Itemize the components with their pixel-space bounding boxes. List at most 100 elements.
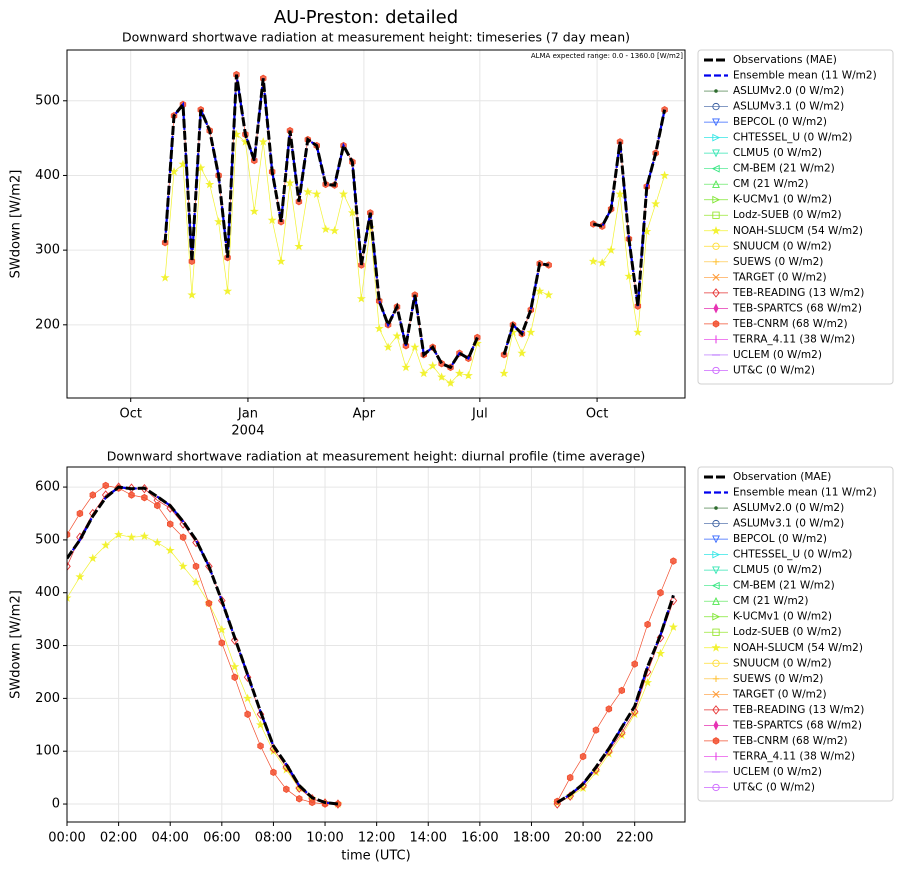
marker	[179, 533, 187, 541]
legend-label: CM (21 W/m2)	[733, 178, 808, 190]
marker	[454, 368, 464, 378]
marker	[660, 170, 670, 180]
series-line	[67, 534, 674, 805]
marker	[712, 288, 720, 298]
marker	[276, 256, 286, 266]
legend-label: ASLUMv2.0 (0 W/m2)	[733, 85, 844, 97]
marker	[712, 242, 720, 250]
marker	[669, 595, 678, 606]
legend-label: NOAH-SLUCM (54 W/m2)	[733, 225, 863, 237]
plot-series	[160, 70, 670, 387]
x-tick-label: Oct	[119, 407, 141, 422]
marker	[205, 599, 213, 608]
marker	[712, 705, 720, 715]
marker	[712, 195, 721, 204]
x-axis-label: time (UTC)	[341, 849, 410, 864]
marker	[392, 331, 402, 340]
x-tick-label: 14:00	[410, 831, 447, 846]
marker	[711, 643, 721, 652]
legend-label: ASLUMv3.1 (0 W/m2)	[733, 101, 844, 113]
marker	[712, 675, 720, 683]
marker	[526, 327, 536, 337]
marker	[256, 720, 266, 729]
marker	[712, 366, 720, 375]
marker	[356, 293, 366, 303]
marker	[296, 795, 303, 803]
marker	[192, 562, 200, 571]
axes-frame	[66, 466, 686, 823]
marker	[670, 557, 677, 565]
legend-label: CLMU5 (0 W/m2)	[733, 564, 822, 576]
marker	[463, 370, 473, 380]
x-tick-label: 08:00	[255, 831, 292, 846]
marker	[712, 566, 720, 575]
x-tick-label: Jan	[237, 407, 258, 422]
marker	[191, 577, 201, 586]
plot-series	[67, 481, 678, 809]
legend-label: SUEWS (0 W/m2)	[733, 673, 823, 685]
series-line	[67, 485, 674, 805]
marker	[712, 737, 720, 745]
marker	[631, 660, 638, 668]
marker	[651, 199, 661, 208]
y-tick-label: 200	[35, 691, 60, 706]
plot-area	[67, 50, 685, 398]
marker	[419, 368, 429, 378]
legend-label: UT&C (0 W/m2)	[733, 781, 815, 793]
marker	[230, 635, 239, 645]
marker	[141, 493, 148, 502]
axes-frame	[66, 49, 686, 399]
marker	[410, 342, 420, 352]
marker	[644, 620, 651, 629]
marker	[711, 226, 721, 235]
legend-label: K-UCMv1 (0 W/m2)	[733, 194, 832, 206]
legend-label: TARGET (0 W/m2)	[732, 688, 827, 700]
marker	[114, 529, 124, 539]
marker	[383, 342, 393, 352]
marker	[624, 271, 634, 281]
legend-label: BEPCOL (0 W/m2)	[733, 533, 827, 545]
marker	[712, 596, 720, 605]
legend-label: TARGET (0 W/m2)	[732, 271, 827, 283]
marker	[712, 659, 720, 667]
marker	[714, 89, 718, 93]
x-tick-label: Apr	[353, 407, 376, 422]
marker	[712, 102, 720, 111]
y-tick-label: 400	[35, 585, 60, 600]
x-tick-label: 18:00	[513, 831, 550, 846]
marker	[214, 217, 224, 226]
marker	[712, 783, 720, 792]
legend-label: CHTESSEL_U (0 W/m2)	[733, 549, 852, 561]
x-tick-label: Jul	[471, 407, 488, 422]
marker	[218, 639, 226, 647]
marker	[618, 686, 626, 695]
marker	[256, 709, 265, 719]
marker	[597, 258, 607, 267]
marker	[283, 785, 290, 793]
marker	[75, 572, 85, 581]
series-line	[163, 74, 667, 370]
marker	[230, 661, 240, 671]
legend-label: UCLEM (0 W/m2)	[733, 349, 822, 361]
marker	[713, 720, 719, 731]
marker	[258, 137, 268, 146]
legend-label: CLMU5 (0 W/m2)	[733, 147, 822, 159]
marker	[711, 581, 720, 590]
y-tick-label: 300	[35, 638, 60, 653]
marker	[401, 362, 411, 372]
legend-label: CM-BEM (21 W/m2)	[733, 163, 835, 175]
marker	[446, 378, 456, 387]
marker	[535, 286, 545, 296]
marker	[67, 530, 71, 539]
marker	[312, 189, 322, 198]
marker	[308, 798, 316, 807]
marker	[303, 187, 313, 196]
marker	[712, 320, 720, 328]
x-tick-sublabel: 2004	[231, 424, 264, 439]
marker	[712, 535, 720, 544]
marker	[606, 245, 616, 254]
marker	[712, 258, 720, 266]
legend-label: TEB-READING (13 W/m2)	[732, 287, 864, 299]
axes: Downward shortwave radiation at measurem…	[9, 30, 894, 439]
